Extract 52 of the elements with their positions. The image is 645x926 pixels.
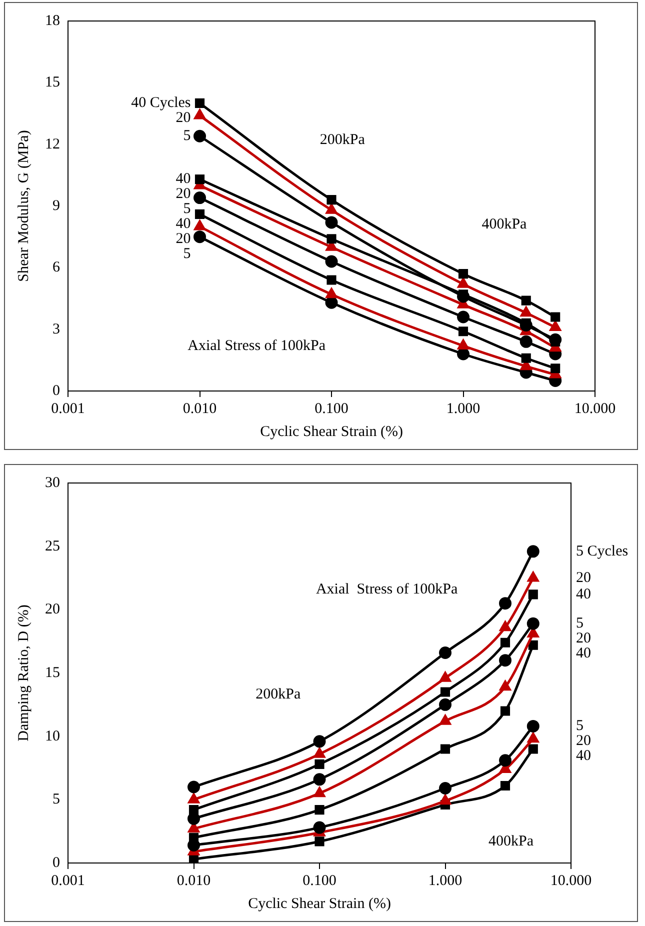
annotation: 200kPa <box>320 132 366 148</box>
series-label: 20 <box>176 231 191 248</box>
series-label: 20 <box>176 110 191 126</box>
y-tick-label: 12 <box>45 136 60 152</box>
annotation: Axial Stress of 100kPa <box>188 338 326 354</box>
series-label: 5 <box>183 246 191 262</box>
annotation: 400kPa <box>482 216 528 232</box>
y-tick-label: 20 <box>45 602 60 618</box>
series-label: 40 <box>176 216 191 232</box>
x-tick-label: 0.100 <box>302 872 336 889</box>
annotation: 400kPa <box>488 833 534 850</box>
y-tick-label: 6 <box>52 260 60 276</box>
text: 20 <box>576 630 591 647</box>
y-tick-label: 25 <box>45 538 60 554</box>
y-axis-title: Shear Modulus, G (MPa) <box>16 130 32 282</box>
y-tick-label: 0 <box>52 382 60 399</box>
series-label: 5 <box>183 128 191 144</box>
x-tick-label: 0.001 <box>51 872 85 889</box>
x-axis-title: Cyclic Shear Strain (%) <box>248 896 391 912</box>
x-tick-label: 0.100 <box>314 400 348 417</box>
x-tick-label: 0.001 <box>51 400 85 417</box>
x-tick-label: 0.010 <box>176 872 211 889</box>
y-tick-label: 30 <box>45 474 60 491</box>
text: 40 <box>576 586 591 602</box>
x-tick-label: 0.010 <box>182 400 217 417</box>
annotation: Axial Stress of 100kPa <box>316 581 458 598</box>
y-tick-label: 3 <box>52 321 60 338</box>
y-tick-label: 9 <box>52 198 60 214</box>
x-tick-label: 10.000 <box>550 872 592 889</box>
text: 5 Cycles <box>576 543 628 560</box>
y-tick-label: 18 <box>45 12 60 29</box>
text: 5 <box>576 616 584 632</box>
series-label: 40 <box>176 171 191 188</box>
y-tick-label: 5 <box>52 792 60 808</box>
x-axis-title: Cyclic Shear Strain (%) <box>260 424 403 440</box>
text: 20 <box>576 733 591 750</box>
x-tick-label: 1.000 <box>446 400 480 417</box>
annotation: 200kPa <box>256 686 301 703</box>
series-label: 40 Cycles <box>131 95 191 112</box>
y-axis-title: Damping Ratio, D (%) <box>16 604 32 742</box>
text: 40 <box>576 646 591 662</box>
x-tick-label: 10.000 <box>574 400 616 417</box>
y-tick-label: 0 <box>52 854 60 871</box>
series-label: 20 <box>176 186 191 202</box>
y-tick-label: 10 <box>45 728 60 744</box>
series-label: 5 <box>183 201 191 218</box>
x-tick-label: 1.000 <box>428 872 462 889</box>
text: 20 <box>576 570 591 586</box>
text: 40 <box>576 748 591 764</box>
y-tick-label: 15 <box>45 74 60 91</box>
text: 5 <box>576 718 584 734</box>
y-tick-label: 15 <box>45 664 60 681</box>
